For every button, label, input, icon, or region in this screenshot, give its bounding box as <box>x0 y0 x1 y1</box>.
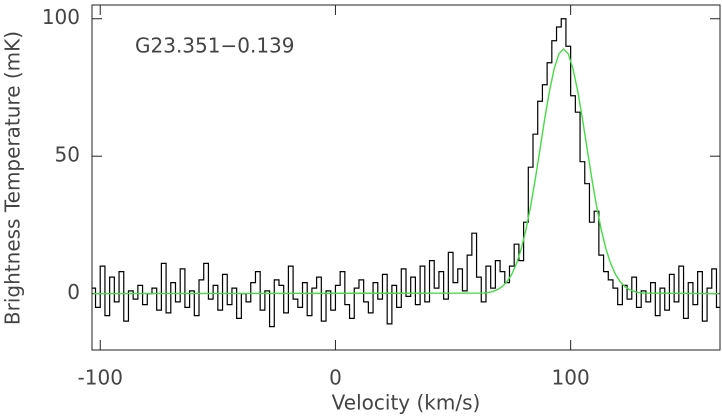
x-tick-label: 100 <box>552 366 590 390</box>
annotation: G23.351−0.139 <box>135 34 295 58</box>
spectrum <box>92 18 720 328</box>
y-tick-label: 50 <box>55 143 80 167</box>
y-axis-label: Brightness Temperature (mK) <box>1 31 25 325</box>
x-tick-label: 0 <box>329 366 342 390</box>
y-tick-label: 0 <box>67 280 80 304</box>
y-tick-label: 100 <box>42 5 80 29</box>
fit-line <box>93 47 719 295</box>
x-tick-label: -100 <box>78 366 123 390</box>
plot-frame <box>91 4 721 351</box>
x-axis-label: Velocity (km/s) <box>332 391 481 415</box>
